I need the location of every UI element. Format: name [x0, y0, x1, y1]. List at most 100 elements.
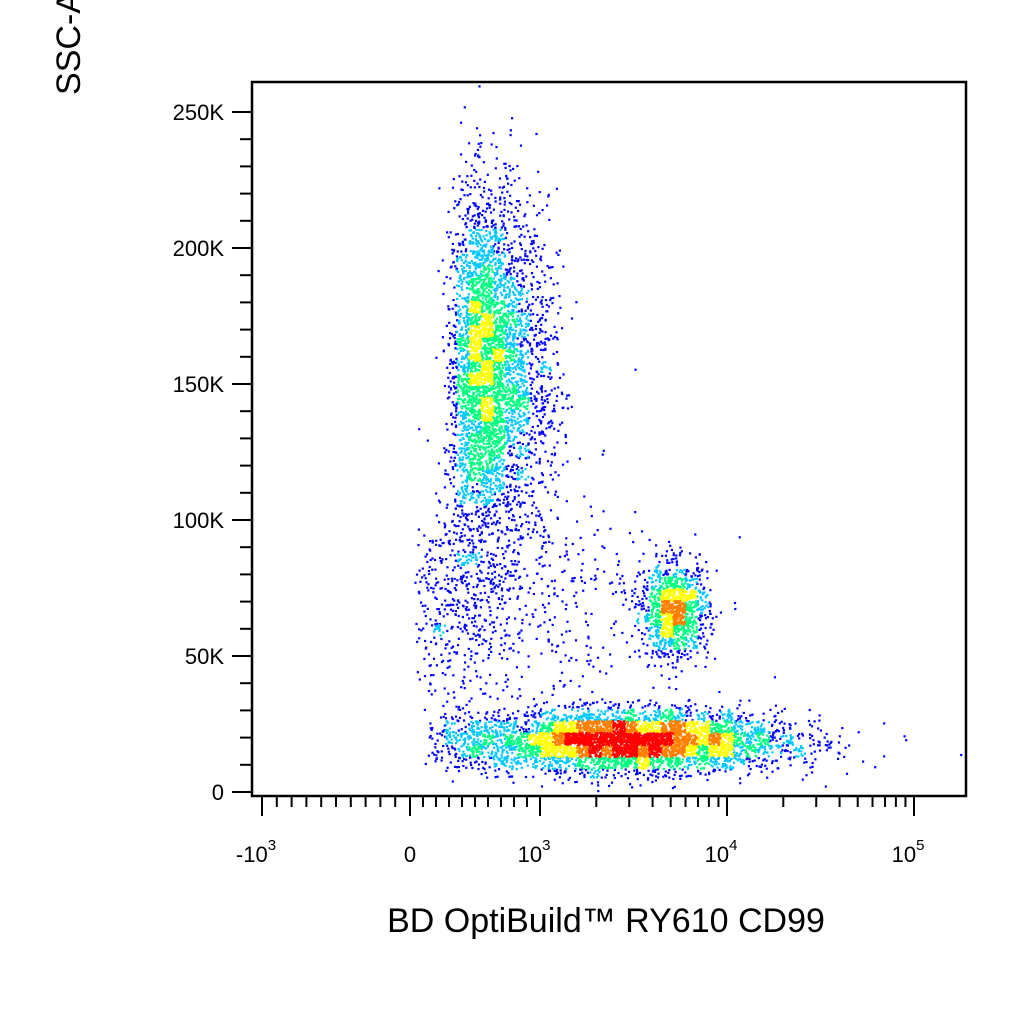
- data-point: [459, 349, 462, 352]
- data-point: [562, 718, 565, 721]
- data-point: [457, 614, 460, 618]
- data-point: [509, 647, 512, 650]
- data-point: [615, 552, 618, 556]
- data-point: [519, 453, 522, 456]
- data-point: [467, 735, 470, 738]
- data-point: [651, 774, 654, 777]
- data-point: [541, 442, 544, 445]
- data-point: [429, 540, 432, 543]
- data-point: [481, 196, 484, 199]
- data-point: [506, 757, 509, 760]
- data-point: [623, 592, 627, 595]
- data-point: [540, 691, 544, 694]
- data-point: [458, 621, 461, 624]
- data-point: [452, 731, 455, 734]
- data-point: [545, 551, 548, 554]
- data-point: [460, 734, 463, 737]
- data-point: [501, 726, 504, 729]
- data-point: [467, 323, 470, 326]
- data-point: [480, 571, 483, 574]
- data-point: [507, 378, 510, 381]
- data-point: [513, 563, 516, 566]
- data-point: [433, 630, 436, 633]
- data-point: [485, 225, 488, 228]
- data-point: [529, 262, 532, 266]
- data-point: [524, 721, 527, 724]
- data-point: [438, 556, 442, 559]
- data-point: [504, 495, 507, 498]
- data-point: [559, 769, 562, 772]
- data-point: [775, 759, 778, 762]
- data-point: [678, 709, 681, 712]
- data-point: [585, 715, 588, 718]
- data-point: [454, 498, 457, 501]
- data-point: [490, 720, 493, 723]
- data-point: [558, 376, 562, 379]
- data-point: [486, 256, 489, 259]
- data-point: [488, 720, 491, 723]
- data-point: [454, 715, 458, 718]
- data-point: [722, 762, 725, 766]
- data-point: [813, 720, 816, 723]
- data-point: [520, 248, 523, 251]
- data-point: [455, 413, 458, 417]
- data-point: [416, 640, 419, 643]
- data-point: [504, 565, 507, 568]
- data-point: [581, 771, 584, 774]
- data-point: [511, 255, 514, 258]
- data-point: [527, 341, 530, 344]
- data-point: [520, 285, 523, 288]
- data-point: [751, 760, 754, 763]
- data-point: [473, 263, 476, 266]
- data-point: [675, 554, 678, 557]
- data-point: [500, 598, 503, 601]
- data-point: [482, 692, 485, 695]
- data-point: [672, 777, 675, 781]
- data-point: [496, 298, 499, 301]
- data-point: [460, 357, 463, 360]
- data-point: [559, 763, 562, 767]
- data-point: [539, 714, 542, 717]
- data-point: [462, 278, 466, 281]
- data-point: [529, 536, 532, 539]
- data-point: [690, 575, 693, 578]
- data-point: [449, 380, 452, 383]
- data-point: [483, 261, 486, 264]
- data-point: [507, 772, 510, 775]
- data-point: [624, 773, 627, 776]
- data-point: [461, 240, 464, 243]
- data-point: [612, 774, 615, 777]
- data-point: [749, 743, 752, 746]
- data-point: [450, 361, 454, 364]
- data-point: [602, 646, 605, 649]
- data-point: [467, 471, 470, 474]
- data-point: [460, 259, 463, 262]
- data-point: [526, 484, 529, 487]
- data-point: [510, 775, 513, 778]
- data-point: [565, 759, 568, 762]
- data-point: [522, 536, 525, 539]
- data-point: [548, 564, 551, 567]
- data-point: [485, 273, 489, 277]
- data-point: [448, 665, 451, 668]
- data-point: [661, 637, 664, 640]
- data-point: [480, 258, 483, 261]
- data-point: [481, 524, 484, 527]
- data-point: [454, 404, 457, 407]
- data-point: [553, 410, 556, 413]
- data-point: [503, 601, 506, 605]
- data-point: [512, 642, 515, 645]
- data-point: [472, 586, 475, 589]
- data-point: [737, 715, 740, 718]
- data-point: [520, 374, 524, 377]
- data-point: [549, 369, 552, 372]
- data-point: [675, 569, 678, 572]
- data-point: [687, 774, 690, 777]
- data-point: [642, 773, 645, 777]
- data-point: [467, 399, 470, 402]
- data-point: [459, 504, 462, 507]
- data-point: [464, 571, 467, 574]
- data-point: [443, 486, 446, 489]
- data-point: [532, 615, 535, 619]
- data-point: [530, 399, 533, 402]
